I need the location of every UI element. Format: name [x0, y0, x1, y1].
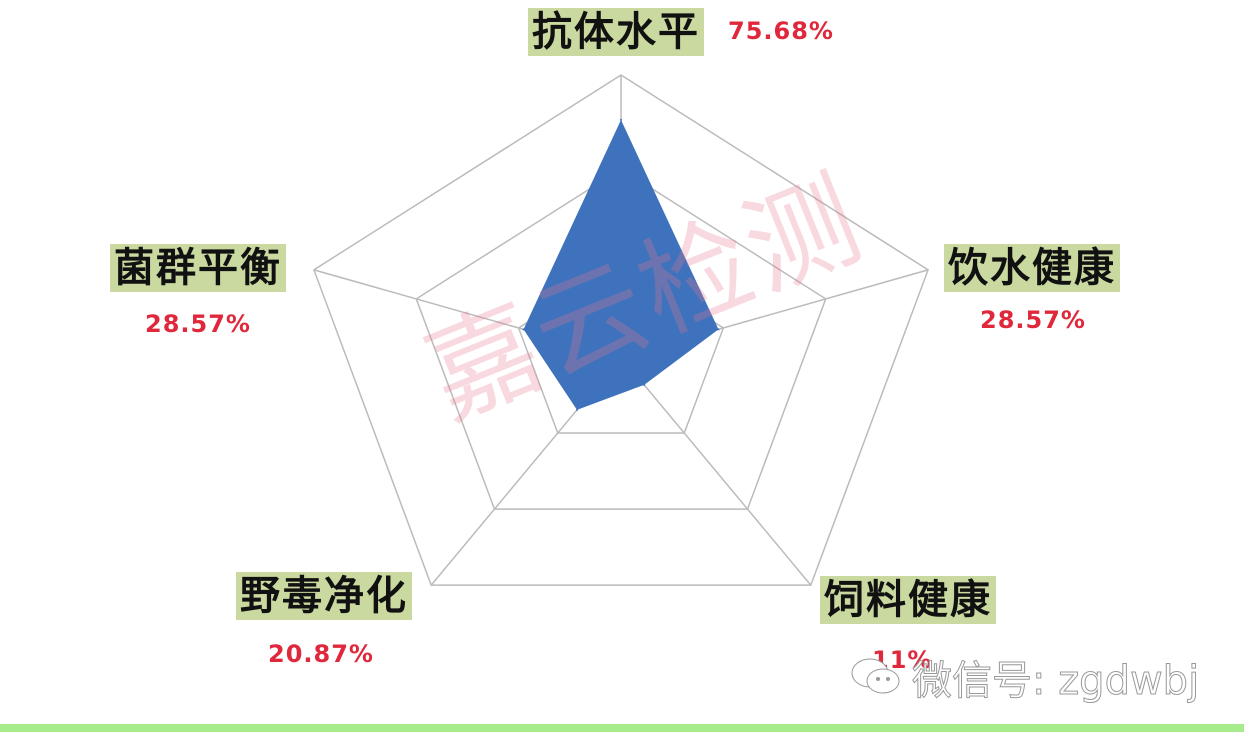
wechat-icon: [850, 657, 902, 697]
wechat-id: 微信号: zgdwbj: [911, 658, 1200, 705]
data-point-4: [522, 328, 525, 331]
axis-label-3: 野毒净化: [236, 572, 412, 620]
bottom-divider: [0, 724, 1244, 732]
data-point-3: [575, 408, 578, 411]
data-area: [523, 119, 719, 410]
axis-label-0: 抗体水平: [528, 8, 704, 56]
value-label-4: 28.57%: [145, 310, 251, 338]
axis-label-2: 饲料健康: [820, 576, 996, 624]
data-point-2: [643, 383, 646, 386]
grid-ring-3: [312, 74, 930, 586]
axis-spoke-2: [620, 356, 812, 586]
wechat-badge: 微信号: zgdwbj: [850, 648, 1200, 706]
axis-label-1: 饮水健康: [944, 244, 1120, 292]
value-label-0: 75.68%: [728, 17, 834, 45]
data-point-0: [620, 118, 622, 121]
data-point-1: [717, 328, 720, 331]
value-label-3: 20.87%: [268, 640, 374, 668]
axis-label-4: 菌群平衡: [110, 244, 286, 292]
grid-ring-2: [415, 168, 827, 510]
value-label-1: 28.57%: [980, 306, 1086, 334]
